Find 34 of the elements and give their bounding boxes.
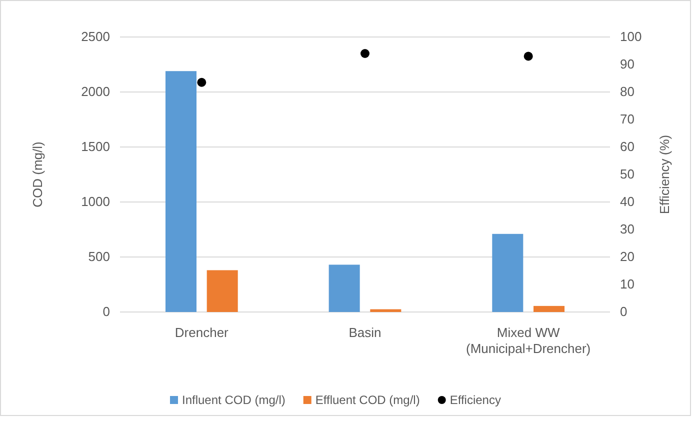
y2-tick-label: 30 [620,222,634,237]
x-tick-label: Drencher [174,325,230,340]
y-tick-label: 0 [102,304,110,320]
bar [492,234,524,312]
bar [370,309,402,312]
bar [534,306,565,312]
y2-tick-label: 80 [620,84,634,100]
y-tick-label: 500 [88,249,110,264]
bar [206,270,238,312]
legend-label: Efficiency [450,393,501,407]
legend-label: Effluent COD (mg/l) [315,393,420,407]
y-tick-label: 1500 [81,139,110,154]
legend-label: Influent COD (mg/l) [182,393,286,407]
y2-tick-label: 20 [620,249,634,264]
y2-tick-label: 0 [620,304,628,320]
y2-tick-label: 90 [620,56,634,72]
y2-tick-label: 60 [620,139,634,154]
y2-tick-label: 40 [620,194,634,210]
bar [328,264,360,312]
y2-tick-label: 70 [620,112,634,127]
point [524,52,533,61]
y2-tick-label: 100 [620,29,642,44]
y-tick-label: 2000 [81,84,110,100]
y-tick-label: 2500 [81,29,110,44]
y2-tick-label: 10 [620,276,634,292]
point [197,78,206,87]
y2-axis-title: Efficiency (%) [657,134,672,214]
bar [165,71,196,312]
y-axis-title: COD (mg/l) [30,142,45,208]
x-tick-label: Mixed WW (Municipal+Drencher) [466,325,591,356]
y2-tick-label: 50 [620,166,634,182]
y-tick-label: 1000 [81,194,110,210]
point [360,49,370,58]
x-tick-label: Basin [348,325,382,340]
